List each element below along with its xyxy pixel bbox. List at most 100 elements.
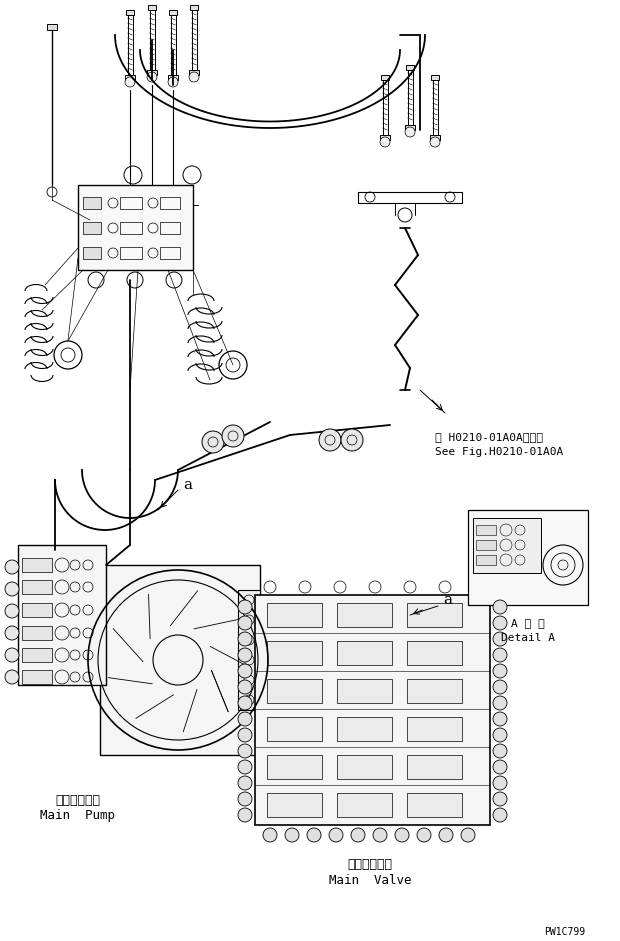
- Bar: [407, 793, 462, 817]
- Bar: [147, 70, 157, 75]
- Circle shape: [439, 828, 453, 842]
- Bar: [476, 555, 496, 565]
- Text: Main  Valve: Main Valve: [329, 873, 411, 886]
- Circle shape: [493, 696, 507, 710]
- Bar: [267, 679, 322, 703]
- Circle shape: [395, 828, 409, 842]
- Text: メインポンプ: メインポンプ: [56, 793, 100, 806]
- Bar: [169, 10, 177, 15]
- Bar: [337, 641, 392, 665]
- Circle shape: [493, 744, 507, 758]
- Circle shape: [285, 828, 299, 842]
- Circle shape: [405, 127, 415, 137]
- Circle shape: [5, 582, 19, 596]
- Circle shape: [125, 77, 135, 87]
- Circle shape: [493, 728, 507, 742]
- Circle shape: [493, 808, 507, 822]
- Circle shape: [238, 648, 252, 662]
- Circle shape: [493, 600, 507, 614]
- Bar: [476, 525, 496, 535]
- Circle shape: [493, 792, 507, 806]
- Bar: [78, 185, 193, 270]
- Circle shape: [493, 632, 507, 646]
- Bar: [267, 793, 322, 817]
- Bar: [337, 603, 392, 627]
- Bar: [337, 679, 392, 703]
- Bar: [407, 641, 462, 665]
- Circle shape: [5, 670, 19, 684]
- Bar: [160, 222, 180, 234]
- Bar: [267, 603, 322, 627]
- Circle shape: [238, 808, 252, 822]
- Circle shape: [238, 744, 252, 758]
- Bar: [160, 197, 180, 209]
- Circle shape: [238, 712, 252, 726]
- Circle shape: [238, 680, 252, 694]
- Circle shape: [238, 664, 252, 678]
- Circle shape: [189, 72, 199, 82]
- Bar: [47, 24, 57, 30]
- Bar: [473, 518, 541, 573]
- Circle shape: [380, 137, 390, 147]
- Circle shape: [5, 560, 19, 574]
- Circle shape: [493, 760, 507, 774]
- Text: Main  Pump: Main Pump: [40, 808, 115, 821]
- Bar: [407, 679, 462, 703]
- Text: a: a: [443, 593, 453, 607]
- Bar: [468, 510, 588, 605]
- Circle shape: [417, 828, 431, 842]
- Text: a: a: [184, 478, 192, 492]
- Circle shape: [238, 616, 252, 630]
- Circle shape: [238, 600, 252, 614]
- Circle shape: [430, 137, 440, 147]
- Circle shape: [238, 632, 252, 646]
- Circle shape: [341, 429, 363, 451]
- Circle shape: [493, 712, 507, 726]
- Circle shape: [493, 648, 507, 662]
- Circle shape: [238, 760, 252, 774]
- Bar: [22, 626, 52, 640]
- Bar: [18, 545, 106, 685]
- Bar: [22, 580, 52, 594]
- Circle shape: [319, 429, 341, 451]
- Circle shape: [493, 664, 507, 678]
- Circle shape: [307, 828, 321, 842]
- Bar: [407, 717, 462, 741]
- Circle shape: [238, 776, 252, 790]
- Circle shape: [493, 776, 507, 790]
- Text: PW1C799: PW1C799: [544, 927, 585, 937]
- Bar: [431, 75, 439, 80]
- Bar: [189, 70, 199, 75]
- Bar: [407, 603, 462, 627]
- Bar: [83, 222, 101, 234]
- Bar: [22, 670, 52, 684]
- Text: 第 H0210-01A0A図参照: 第 H0210-01A0A図参照: [435, 432, 543, 442]
- Circle shape: [351, 828, 365, 842]
- Bar: [120, 247, 142, 259]
- Bar: [267, 641, 322, 665]
- Circle shape: [147, 72, 157, 82]
- Text: Detail A: Detail A: [501, 633, 555, 643]
- Bar: [148, 5, 156, 10]
- Bar: [238, 590, 260, 710]
- Bar: [380, 135, 390, 140]
- Bar: [83, 247, 101, 259]
- Circle shape: [168, 77, 178, 87]
- Circle shape: [238, 728, 252, 742]
- Bar: [267, 717, 322, 741]
- Bar: [255, 595, 490, 825]
- Bar: [125, 75, 135, 80]
- Text: See Fig.H0210-01A0A: See Fig.H0210-01A0A: [435, 447, 563, 457]
- Bar: [267, 755, 322, 779]
- Bar: [381, 75, 389, 80]
- Circle shape: [5, 626, 19, 640]
- Bar: [126, 10, 134, 15]
- Bar: [83, 197, 101, 209]
- Bar: [337, 755, 392, 779]
- Bar: [168, 75, 178, 80]
- Circle shape: [238, 696, 252, 710]
- Circle shape: [373, 828, 387, 842]
- Bar: [430, 135, 440, 140]
- Circle shape: [5, 604, 19, 618]
- Bar: [160, 247, 180, 259]
